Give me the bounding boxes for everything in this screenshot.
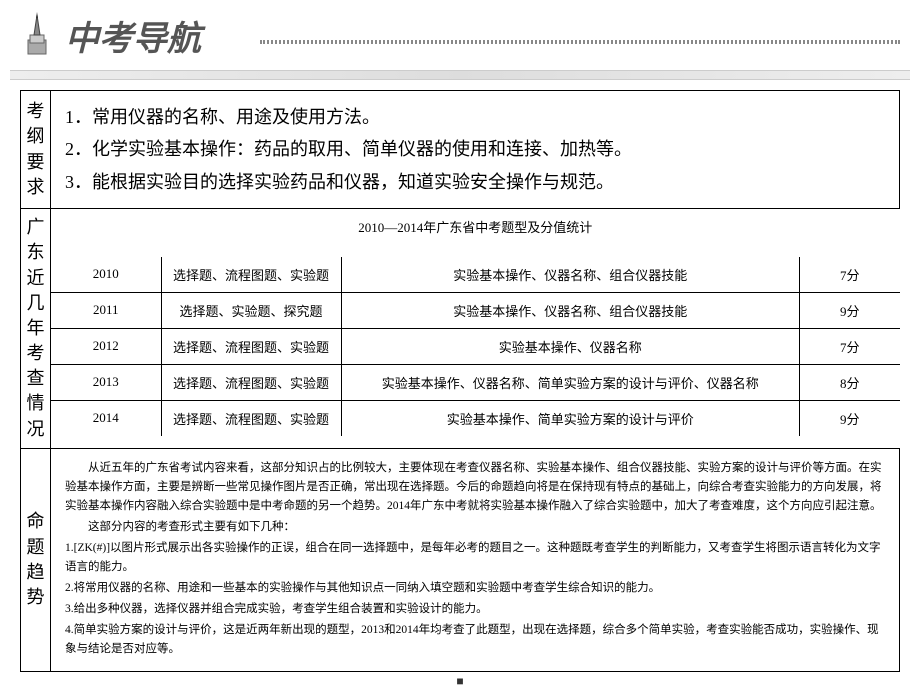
cell-types: 选择题、流程图题、实验题: [161, 400, 341, 436]
cell-score: 8分: [800, 364, 900, 400]
history-table-title: 2010—2014年广东省中考题型及分值统计: [51, 211, 900, 242]
trend-paragraph: 1.[ZK(#)]以图片形式展示出各实验操作的正误，组合在同一选择题中，是每年必…: [65, 539, 885, 577]
requirement-item: 3．能根据实验目的选择实验药品和仪器，知道实验安全操作与规范。: [65, 166, 885, 198]
cell-content: 实验基本操作、仪器名称、组合仪器技能: [341, 292, 800, 328]
trend-label: 命题趋势: [21, 448, 51, 671]
table-row: 2011 选择题、实验题、探究题 实验基本操作、仪器名称、组合仪器技能 9分: [51, 292, 900, 328]
cell-year: 2011: [51, 292, 161, 328]
cell-types: 选择题、流程图题、实验题: [161, 257, 341, 293]
pen-icon: [10, 10, 60, 60]
page-indicator: ■: [0, 674, 920, 689]
cell-types: 选择题、流程图题、实验题: [161, 364, 341, 400]
cell-year: 2010: [51, 257, 161, 293]
requirement-item: 2．化学实验基本操作：药品的取用、简单仪器的使用和连接、加热等。: [65, 133, 885, 165]
cell-content: 实验基本操作、仪器名称、组合仪器技能: [341, 257, 800, 293]
table-row: 2012 选择题、流程图题、实验题 实验基本操作、仪器名称 7分: [51, 328, 900, 364]
cell-year: 2014: [51, 400, 161, 436]
trend-content: 从近五年的广东省考试内容来看，这部分知识占的比例较大，主要体现在考查仪器名称、实…: [51, 448, 900, 671]
cell-types: 选择题、实验题、探究题: [161, 292, 341, 328]
requirements-content: 1．常用仪器的名称、用途及使用方法。 2．化学实验基本操作：药品的取用、简单仪器…: [51, 91, 900, 209]
cell-score: 7分: [800, 257, 900, 293]
trend-paragraph: 这部分内容的考查形式主要有如下几种：: [65, 518, 885, 537]
trend-paragraph: 3.给出多种仪器，选择仪器并组合完成实验，考查学生组合装置和实验设计的能力。: [65, 600, 885, 619]
page-header: 中考导航: [0, 0, 920, 70]
trend-paragraph: 从近五年的广东省考试内容来看，这部分知识占的比例较大，主要体现在考查仪器名称、实…: [65, 459, 885, 516]
header-divider: [260, 40, 900, 44]
trend-paragraph: 4.简单实验方案的设计与评价，这是近两年新出现的题型，2013和2014年均考查…: [65, 621, 885, 659]
cell-score: 9分: [800, 400, 900, 436]
history-data-table: 2010 选择题、流程图题、实验题 实验基本操作、仪器名称、组合仪器技能 7分 …: [51, 257, 900, 436]
trend-paragraph: 2.将常用仪器的名称、用途和一些基本的实验操作与其他知识点一同纳入填空题和实验题…: [65, 579, 885, 598]
cell-content: 实验基本操作、仪器名称: [341, 328, 800, 364]
table-row: 2013 选择题、流程图题、实验题 实验基本操作、仪器名称、简单实验方案的设计与…: [51, 364, 900, 400]
cell-types: 选择题、流程图题、实验题: [161, 328, 341, 364]
cell-year: 2013: [51, 364, 161, 400]
cell-score: 7分: [800, 328, 900, 364]
table-row: 2014 选择题、流程图题、实验题 实验基本操作、简单实验方案的设计与评价 9分: [51, 400, 900, 436]
table-row: 2010 选择题、流程图题、实验题 实验基本操作、仪器名称、组合仪器技能 7分: [51, 257, 900, 293]
cell-content: 实验基本操作、简单实验方案的设计与评价: [341, 400, 800, 436]
cell-score: 9分: [800, 292, 900, 328]
requirement-item: 1．常用仪器的名称、用途及使用方法。: [65, 101, 885, 133]
header-separator: [10, 70, 910, 80]
main-content-table: 考纲要求 1．常用仪器的名称、用途及使用方法。 2．化学实验基本操作：药品的取用…: [20, 90, 900, 672]
requirements-label: 考纲要求: [21, 91, 51, 209]
exam-history-label: 广东近几年考查情况: [21, 209, 51, 449]
page-title: 中考导航: [65, 11, 201, 60]
cell-year: 2012: [51, 328, 161, 364]
label-text: 考纲要求: [27, 101, 45, 197]
label-text: 广东近几年考查情况: [27, 217, 45, 439]
cell-content: 实验基本操作、仪器名称、简单实验方案的设计与评价、仪器名称: [341, 364, 800, 400]
label-text: 命题趋势: [27, 511, 45, 607]
